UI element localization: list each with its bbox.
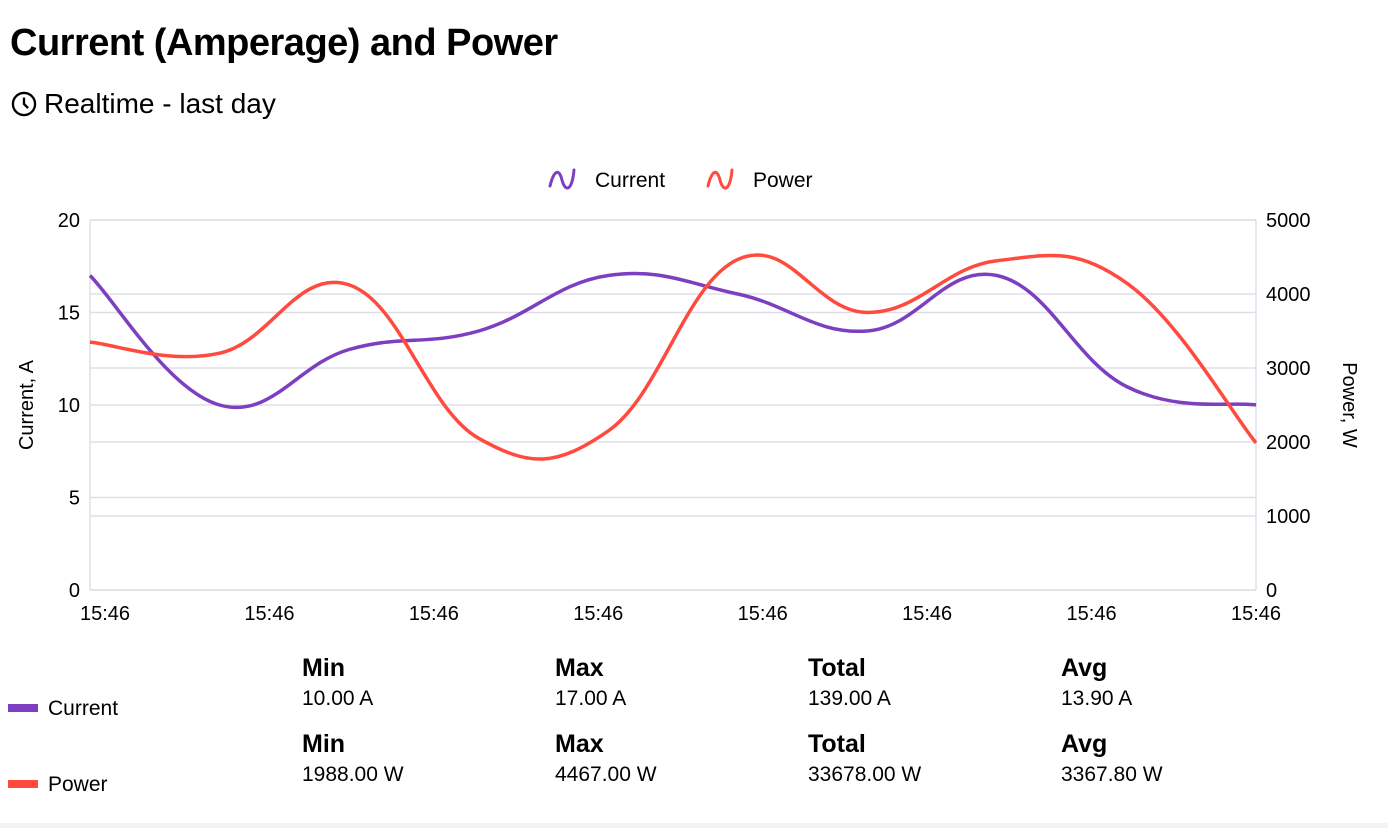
y-left-tick-label: 5 xyxy=(69,488,80,510)
stat-header: Total xyxy=(808,730,866,758)
stat-header: Max xyxy=(555,654,604,682)
stat-min: 10.00 A xyxy=(302,687,374,710)
y-right-tick-label: 2000 xyxy=(1266,432,1311,454)
y-right-axis-title: Power, W xyxy=(1338,362,1360,448)
series-line-power xyxy=(89,253,1258,461)
stats-row-current: Current Min 10.00 A Max 17.00 A Total 139.0… xyxy=(0,650,1388,726)
stat-header: Avg xyxy=(1061,730,1108,758)
legend-icon-current xyxy=(548,168,576,190)
x-tick-label: 15:46 xyxy=(573,603,623,625)
line-chart: 0 5 10 15 20 0 1000 2000 3000 4000 5000 Current, A P… xyxy=(16,168,1360,625)
series-name: Current xyxy=(48,697,119,720)
clock-icon xyxy=(11,91,37,117)
stat-total: 33678.00 W xyxy=(808,763,922,786)
y-right-tick-label: 1000 xyxy=(1266,506,1311,528)
stat-header: Min xyxy=(302,654,346,682)
stat-header: Avg xyxy=(1061,654,1108,682)
x-tick-label: 15:46 xyxy=(1067,603,1117,625)
y-left-tick-label: 10 xyxy=(58,395,80,417)
widget-title: Current (Amperage) and Power xyxy=(10,22,558,64)
x-tick-label: 15:46 xyxy=(80,603,130,625)
stat-max: 17.00 A xyxy=(555,687,627,710)
stat-min: 1988.00 W xyxy=(302,763,404,786)
x-tick-label: 15:46 xyxy=(738,603,788,625)
stat-header: Total xyxy=(808,654,866,682)
x-tick-label: 15:46 xyxy=(244,603,294,625)
stat-header: Max xyxy=(555,730,604,758)
y-right-tick-label: 5000 xyxy=(1266,210,1311,232)
time-window-label: Realtime - last day xyxy=(44,88,276,119)
x-tick-label: 15:46 xyxy=(1231,603,1281,625)
stat-max: 4467.00 W xyxy=(555,763,657,786)
y-right-tick-label: 0 xyxy=(1266,580,1277,602)
series-name: Power xyxy=(48,773,108,796)
x-tick-label: 15:46 xyxy=(902,603,952,625)
series-line-current xyxy=(88,271,1257,410)
legend-label: Power xyxy=(753,169,813,192)
legend-icon-power xyxy=(706,168,734,190)
stats-row-power: Power Min 1988.00 W Max 4467.00 W Total 336… xyxy=(0,726,1388,802)
stat-header: Min xyxy=(302,730,346,758)
footer-divider xyxy=(0,823,1388,828)
stat-avg: 13.90 A xyxy=(1061,687,1133,710)
legend-label: Current xyxy=(595,169,665,192)
x-tick-label: 15:46 xyxy=(409,603,459,625)
stat-avg: 3367.80 W xyxy=(1061,763,1163,786)
y-right-tick-label: 3000 xyxy=(1266,358,1311,380)
y-left-tick-label: 15 xyxy=(58,303,80,325)
y-left-tick-label: 0 xyxy=(69,580,80,602)
power-swatch xyxy=(8,780,38,788)
y-right-tick-label: 4000 xyxy=(1266,284,1311,306)
current-swatch xyxy=(8,704,38,712)
y-left-tick-label: 20 xyxy=(58,210,80,232)
y-left-axis-title: Current, A xyxy=(16,359,38,450)
stat-total: 139.00 A xyxy=(808,687,891,710)
time-window[interactable]: Realtime - last day xyxy=(10,88,276,120)
